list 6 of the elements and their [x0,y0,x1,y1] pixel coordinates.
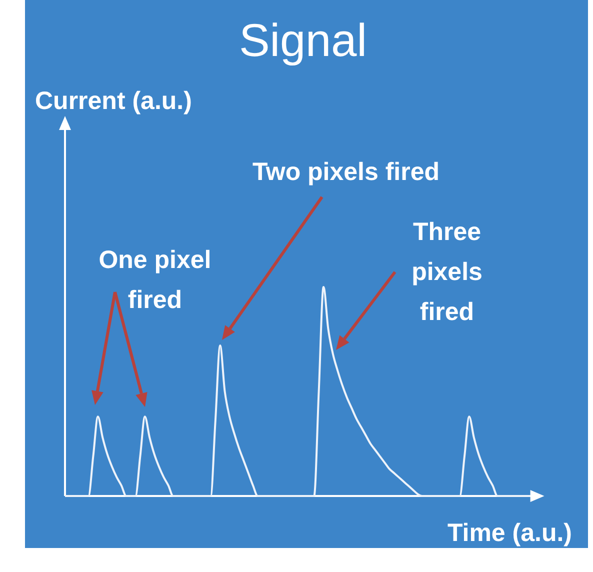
annotation: Three pixels fired [412,218,482,326]
text: Two pixels fired [252,158,440,186]
chart-title: Signal [239,14,367,66]
x-axis-title: Time (a.u.) [447,519,572,547]
text: Current (a.u.) [35,87,192,115]
annotation: One pixel fired [98,246,212,314]
